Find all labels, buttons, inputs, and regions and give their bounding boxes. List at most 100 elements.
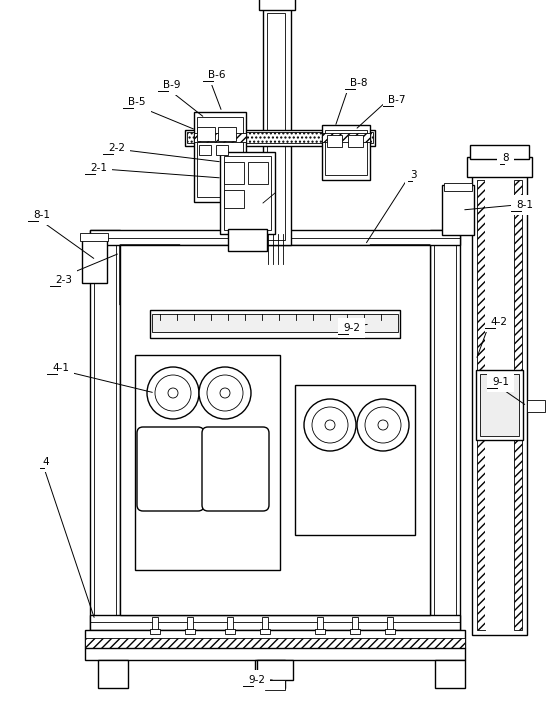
Bar [90, 230, 120, 630]
Bar [228, 229, 267, 251]
Bar [442, 185, 474, 235]
Bar [227, 617, 233, 633]
Bar [262, 617, 268, 633]
Bar [150, 310, 400, 338]
Text: 8-1: 8-1 [33, 210, 50, 220]
Bar [527, 400, 545, 412]
Circle shape [325, 420, 335, 430]
Bar [94, 230, 116, 630]
Bar [135, 355, 280, 570]
Bar [225, 629, 235, 634]
Text: 9-2: 9-2 [343, 323, 360, 333]
Bar [470, 145, 529, 159]
Bar [85, 648, 465, 660]
Text: 9-2: 9-2 [248, 675, 265, 685]
Bar [317, 617, 323, 633]
Bar [260, 629, 270, 634]
FancyBboxPatch shape [137, 427, 204, 511]
Bar [348, 135, 363, 147]
Bar [327, 135, 342, 147]
Bar [224, 156, 271, 230]
Bar [224, 190, 244, 208]
Circle shape [365, 407, 401, 443]
Text: B-9: B-9 [163, 80, 180, 90]
Bar [248, 162, 268, 184]
Bar [514, 180, 522, 630]
Text: B-6: B-6 [208, 70, 226, 80]
Bar [444, 183, 472, 191]
Bar [255, 660, 285, 688]
Bar [199, 145, 211, 155]
Bar [485, 180, 514, 630]
Circle shape [357, 399, 409, 451]
Circle shape [199, 367, 251, 419]
Bar [84, 239, 104, 277]
Bar [352, 617, 358, 633]
Text: B-8: B-8 [350, 78, 367, 88]
Bar [263, 8, 291, 245]
Bar [265, 680, 285, 690]
Bar [194, 133, 246, 142]
Bar [90, 230, 460, 245]
Bar [80, 233, 108, 241]
Bar [322, 133, 370, 142]
Bar [85, 638, 465, 648]
Circle shape [147, 367, 199, 419]
Text: 2-3: 2-3 [55, 275, 72, 285]
Bar [444, 189, 470, 229]
Bar [98, 660, 128, 688]
Text: 8: 8 [502, 153, 509, 163]
Text: 8-1: 8-1 [516, 200, 533, 210]
Bar [325, 130, 367, 175]
Text: B-7: B-7 [388, 95, 405, 105]
Polygon shape [120, 245, 180, 305]
Bar [90, 615, 460, 630]
Bar [430, 230, 460, 630]
Bar [150, 629, 160, 634]
FancyBboxPatch shape [202, 427, 269, 511]
Bar [387, 617, 393, 633]
Bar [467, 157, 532, 177]
Bar [472, 175, 527, 635]
Text: 3: 3 [410, 170, 417, 180]
Bar [435, 660, 465, 688]
Bar [267, 13, 285, 240]
Circle shape [220, 388, 230, 398]
Bar [350, 629, 360, 634]
Bar [477, 180, 485, 630]
Bar [220, 152, 275, 234]
Bar [476, 370, 523, 440]
Bar [187, 132, 373, 143]
Text: 4-1: 4-1 [52, 363, 69, 373]
Bar [434, 230, 456, 630]
Text: 2-2: 2-2 [108, 143, 125, 153]
Polygon shape [370, 245, 430, 305]
Bar [197, 127, 215, 141]
Text: 4: 4 [42, 457, 48, 467]
Bar [224, 162, 244, 184]
Circle shape [304, 399, 356, 451]
Text: B-5: B-5 [128, 97, 146, 107]
Text: 2-1: 2-1 [90, 163, 107, 173]
Bar [259, 0, 295, 10]
Bar [152, 617, 158, 633]
Bar [185, 629, 195, 634]
Bar [197, 117, 243, 197]
Bar [216, 145, 228, 155]
Text: 9-1: 9-1 [492, 377, 509, 387]
Bar [187, 617, 193, 633]
Circle shape [155, 375, 191, 411]
Bar [480, 374, 519, 436]
Bar [120, 245, 430, 615]
Bar [152, 314, 398, 332]
Bar [194, 112, 246, 202]
Text: 4-2: 4-2 [490, 317, 507, 327]
Bar [85, 630, 465, 648]
Circle shape [207, 375, 243, 411]
Bar [385, 629, 395, 634]
Bar [185, 130, 375, 146]
Bar [322, 125, 370, 180]
Circle shape [168, 388, 178, 398]
Circle shape [312, 407, 348, 443]
Bar [295, 385, 415, 535]
